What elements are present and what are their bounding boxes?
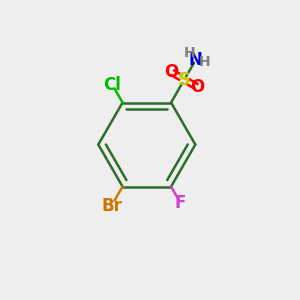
Text: H: H — [184, 46, 195, 60]
Text: Br: Br — [101, 196, 122, 214]
Text: Cl: Cl — [103, 76, 121, 94]
Text: N: N — [189, 50, 203, 68]
Text: O: O — [190, 78, 205, 96]
Text: F: F — [175, 194, 186, 211]
Text: O: O — [164, 63, 178, 81]
Text: H: H — [199, 55, 211, 69]
Text: S: S — [178, 70, 191, 88]
